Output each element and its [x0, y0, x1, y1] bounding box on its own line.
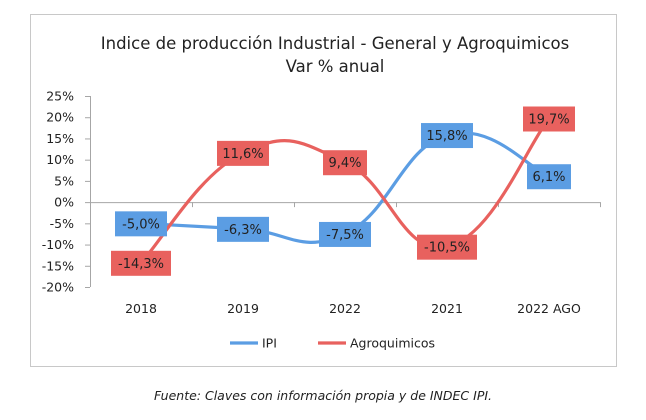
y-tick-label: -10% [42, 237, 74, 252]
y-tick-label: 0% [54, 195, 74, 210]
x-tick-label: 2018 [125, 301, 157, 316]
chart-frame [30, 14, 617, 367]
data-label-box [523, 106, 575, 132]
x-tick-label: 2019 [227, 301, 259, 316]
data-label-text: -5,0% [122, 217, 160, 232]
chart-title: Indice de producción Industrial - Genera… [101, 34, 570, 53]
data-label-box [217, 140, 269, 166]
data-label: -14,3% [111, 250, 171, 276]
data-label: 11,6% [217, 140, 269, 166]
data-label-box [527, 164, 571, 190]
y-tick-label: 20% [46, 110, 74, 125]
data-label-text: 6,1% [532, 170, 565, 185]
data-label-box [115, 211, 167, 237]
y-tick-label: 10% [46, 152, 74, 167]
data-label-text: 15,8% [426, 129, 467, 144]
legend-label: Agroquimicos [350, 336, 435, 351]
data-label-text: 19,7% [528, 112, 569, 127]
data-label: -5,0% [115, 211, 167, 237]
x-tick-label: 2021 [431, 301, 463, 316]
legend-label: IPI [262, 336, 277, 351]
data-label-text: -7,5% [326, 228, 364, 243]
x-tick-label: 2022 AGO [517, 301, 581, 316]
y-tick-label: -5% [50, 216, 74, 231]
y-tick-label: -20% [42, 280, 74, 295]
data-label: -6,3% [217, 216, 269, 242]
y-tick-label: 5% [54, 173, 74, 188]
data-label: 9,4% [323, 150, 367, 176]
data-label: 19,7% [523, 106, 575, 132]
data-label-box [319, 221, 371, 247]
data-label-text: 11,6% [222, 147, 263, 162]
y-tick-label: 25% [46, 89, 74, 104]
data-label: 6,1% [527, 164, 571, 190]
data-label-text: 9,4% [328, 156, 361, 171]
y-tick-label: 15% [46, 131, 74, 146]
data-label-box [421, 123, 473, 149]
data-label: -7,5% [319, 221, 371, 247]
y-tick-label: -15% [42, 258, 74, 273]
data-label-text: -10,5% [424, 241, 470, 256]
data-label-box [217, 216, 269, 242]
x-tick-label: 2022 [329, 301, 361, 316]
data-label: -10,5% [417, 234, 477, 260]
data-label-box [111, 250, 171, 276]
data-label-text: -14,3% [118, 257, 164, 272]
data-label-box [323, 150, 367, 176]
data-label-text: -6,3% [224, 223, 262, 238]
data-label: 15,8% [421, 123, 473, 149]
chart-subtitle: Var % anual [286, 57, 385, 76]
data-label-box [417, 234, 477, 260]
caption: Fuente: Claves con información propia y … [153, 388, 493, 403]
